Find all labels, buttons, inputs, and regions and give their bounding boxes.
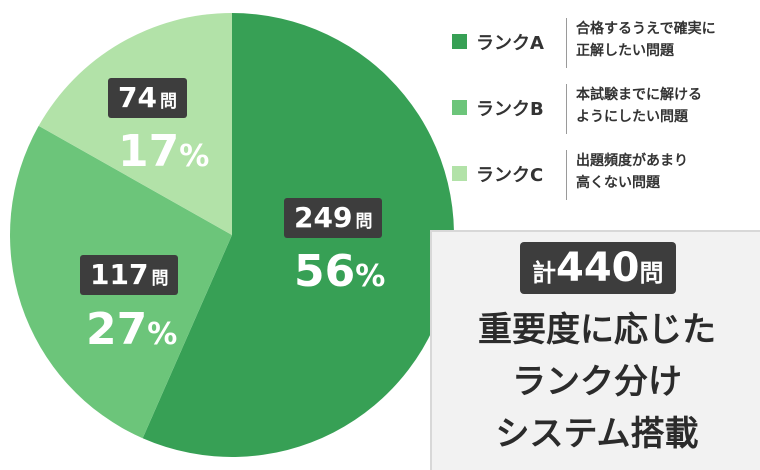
legend-label-rank-c: ランクC [476, 165, 544, 186]
legend-desc-line: ようにしたい問題 [576, 109, 688, 125]
legend-label-rank-a: ランクA [476, 33, 544, 54]
slice-a-percent-sign: % [355, 259, 386, 294]
total-number: 440 [556, 245, 640, 291]
callout-line-2: ランク分け [512, 362, 682, 402]
legend-desc-line: 高くない問題 [576, 175, 660, 191]
legend-item-rank-a: ランクA 合格するうえで確実に 正解したい問題 [452, 16, 752, 72]
slice-b-count-unit: 問 [151, 269, 169, 289]
slice-c-percent-sign: % [179, 139, 210, 174]
legend-swatch-rank-a [452, 34, 467, 49]
legend-separator [566, 18, 567, 68]
slice-c-count-unit: 問 [159, 92, 177, 112]
slice-b-percent-value: 27 [86, 304, 148, 355]
slice-c-percent-value: 17 [118, 126, 180, 177]
legend-desc-rank-c: 出題頻度があまり 高くない問題 [576, 150, 756, 194]
slice-b-percent-sign: % [147, 317, 178, 352]
legend-desc-line: 本試験までに解ける [576, 87, 702, 103]
legend-desc-rank-a: 合格するうえで確実に 正解したい問題 [576, 18, 756, 62]
legend-desc-rank-b: 本試験までに解ける ようにしたい問題 [576, 84, 756, 128]
slice-a-count-unit: 問 [355, 212, 373, 232]
legend-separator [566, 150, 567, 200]
legend-swatch-rank-b [452, 100, 467, 115]
feature-callout: 計440問 重要度に応じた ランク分け システム搭載 [430, 230, 760, 470]
slice-b-count: 117 [90, 258, 149, 291]
callout-line-1: 重要度に応じた [478, 310, 716, 350]
slice-b-count-badge: 117 問 [80, 255, 179, 295]
slice-a-count-badge: 249 問 [284, 198, 383, 238]
total-unit: 問 [639, 259, 664, 287]
total-count-badge: 計440問 [520, 242, 676, 294]
legend-desc-line: 出題頻度があまり [576, 153, 688, 169]
slice-c-percent: 17% [118, 128, 209, 181]
slice-a-percent-value: 56 [294, 246, 356, 297]
slice-c-count: 74 [118, 81, 157, 114]
pie-slice-rank-c [38, 13, 233, 235]
legend-separator [566, 84, 567, 134]
total-prefix: 計 [532, 259, 556, 287]
slice-b-percent: 27% [86, 306, 177, 359]
legend-item-rank-b: ランクB 本試験までに解ける ようにしたい問題 [452, 82, 752, 138]
legend-desc-line: 合格するうえで確実に [576, 21, 716, 37]
slice-a-percent: 56% [294, 248, 385, 301]
slice-a-count: 249 [294, 201, 353, 234]
legend-desc-line: 正解したい問題 [576, 43, 674, 59]
legend-swatch-rank-c [452, 166, 467, 181]
callout-line-3: システム搭載 [495, 414, 699, 454]
legend-item-rank-c: ランクC 出題頻度があまり 高くない問題 [452, 148, 752, 204]
legend-label-rank-b: ランクB [476, 99, 544, 120]
slice-c-count-badge: 74 問 [108, 78, 187, 118]
